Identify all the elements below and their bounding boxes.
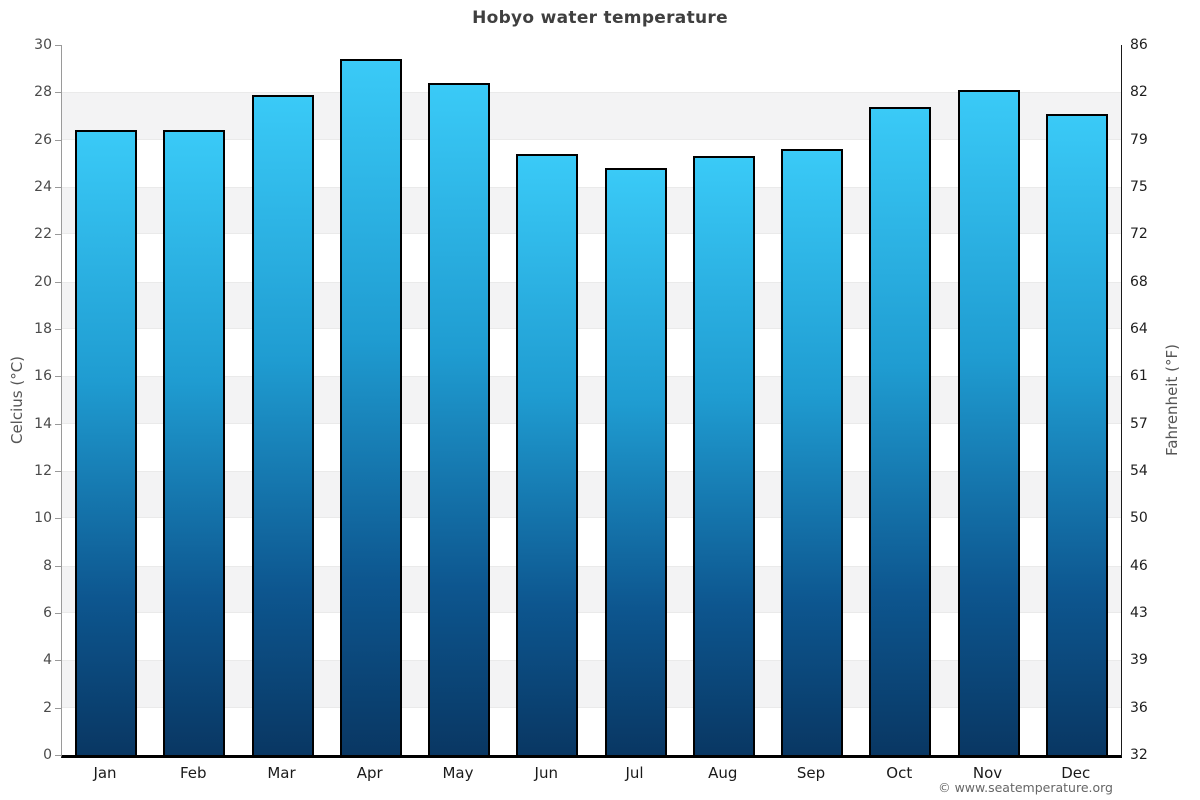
- y-tickmark-celsius-22: [55, 234, 61, 236]
- grid-band-2-4: [62, 660, 1121, 708]
- y-tick-celsius-26: 26: [34, 131, 52, 148]
- chart-title: Hobyo water temperature: [472, 8, 728, 28]
- y-axis-title-fahrenheit: Fahrenheit (°F): [1163, 344, 1181, 456]
- grid-band-26-28: [62, 92, 1121, 140]
- x-label-sep: Sep: [796, 764, 826, 782]
- y-tick-celsius-18: 18: [34, 321, 52, 337]
- y-tick-celsius-2: 2: [43, 699, 52, 716]
- y-tickmark-celsius-4: [55, 660, 61, 662]
- grid-band-18-20: [62, 281, 1121, 329]
- y-tickmark-celsius-10: [55, 518, 61, 520]
- bar-jul: [604, 168, 667, 755]
- plot-area: [61, 45, 1122, 758]
- bar-may: [428, 82, 491, 755]
- x-label-jun: Jun: [534, 764, 558, 782]
- y-tick-celsius-22: 22: [34, 226, 52, 243]
- bar-nov: [957, 89, 1020, 755]
- y-tick-celsius-0: 0: [43, 747, 52, 763]
- y-tick-fahrenheit-36: 36: [1130, 699, 1148, 716]
- y-tickmark-celsius-16: [55, 376, 61, 378]
- y-tick-fahrenheit-79: 79: [1130, 131, 1148, 148]
- y-tickmark-celsius-2: [55, 707, 61, 709]
- x-label-nov: Nov: [972, 764, 1003, 782]
- attribution-link[interactable]: © www.seatemperature.org: [938, 780, 1113, 795]
- x-label-mar: Mar: [267, 764, 296, 782]
- y-tickmark-celsius-14: [55, 423, 61, 425]
- y-tick-celsius-10: 10: [34, 510, 52, 527]
- bar-mar: [251, 94, 314, 755]
- y-tick-celsius-28: 28: [34, 84, 52, 101]
- y-tickmark-celsius-18: [55, 329, 61, 330]
- y-tick-celsius-16: 16: [34, 368, 52, 385]
- y-tick-fahrenheit-46: 46: [1130, 557, 1148, 574]
- y-tickmark-celsius-26: [55, 139, 61, 141]
- bar-jan: [75, 130, 138, 755]
- y-tick-fahrenheit-50: 50: [1130, 510, 1148, 527]
- y-tickmark-celsius-0: [55, 755, 61, 756]
- x-label-oct: Oct: [886, 764, 913, 782]
- y-tick-fahrenheit-82: 82: [1130, 84, 1148, 101]
- grid-band-14-16: [62, 376, 1121, 424]
- y-tick-fahrenheit-64: 64: [1130, 321, 1148, 337]
- y-tickmark-celsius-12: [55, 471, 61, 472]
- y-tick-celsius-4: 4: [43, 652, 52, 669]
- x-label-jul: Jul: [625, 764, 644, 782]
- bar-dec: [1045, 113, 1108, 755]
- bar-apr: [339, 59, 402, 755]
- y-tick-fahrenheit-43: 43: [1130, 605, 1148, 621]
- grid-band-28-30: [62, 45, 1121, 92]
- x-label-jan: Jan: [93, 764, 117, 782]
- y-tick-celsius-14: 14: [34, 415, 52, 432]
- y-tick-fahrenheit-86: 86: [1130, 37, 1148, 53]
- y-tick-fahrenheit-32: 32: [1130, 747, 1148, 763]
- bar-aug: [692, 156, 755, 755]
- y-tickmark-celsius-28: [55, 92, 61, 94]
- x-label-may: May: [442, 764, 474, 782]
- bar-jun: [516, 153, 579, 755]
- y-tick-fahrenheit-57: 57: [1130, 415, 1148, 432]
- y-tick-celsius-12: 12: [34, 463, 52, 479]
- x-label-dec: Dec: [1061, 764, 1091, 782]
- y-tickmark-celsius-30: [55, 45, 61, 46]
- bar-feb: [163, 130, 226, 755]
- y-tick-celsius-20: 20: [34, 273, 52, 290]
- grid-band-10-12: [62, 471, 1121, 519]
- y-tick-fahrenheit-72: 72: [1130, 226, 1148, 243]
- y-tickmark-celsius-6: [55, 613, 61, 614]
- y-tickmark-celsius-20: [55, 281, 61, 283]
- x-label-aug: Aug: [708, 764, 738, 782]
- y-tick-fahrenheit-54: 54: [1130, 463, 1148, 479]
- x-label-apr: Apr: [356, 764, 383, 782]
- y-tick-fahrenheit-75: 75: [1130, 179, 1148, 195]
- y-tick-celsius-6: 6: [43, 605, 52, 621]
- grid-band-22-24: [62, 187, 1121, 235]
- x-label-feb: Feb: [179, 764, 207, 782]
- y-tick-fahrenheit-61: 61: [1130, 368, 1148, 385]
- grid-band-6-8: [62, 565, 1121, 613]
- y-tick-fahrenheit-68: 68: [1130, 273, 1148, 290]
- y-tick-celsius-24: 24: [34, 179, 52, 195]
- y-tickmark-celsius-8: [55, 565, 61, 567]
- bar-sep: [781, 149, 844, 755]
- y-tickmark-celsius-24: [55, 187, 61, 188]
- y-tick-celsius-8: 8: [43, 557, 52, 574]
- bar-oct: [869, 106, 932, 755]
- y-tick-celsius-30: 30: [34, 37, 52, 53]
- y-tick-fahrenheit-39: 39: [1130, 652, 1148, 669]
